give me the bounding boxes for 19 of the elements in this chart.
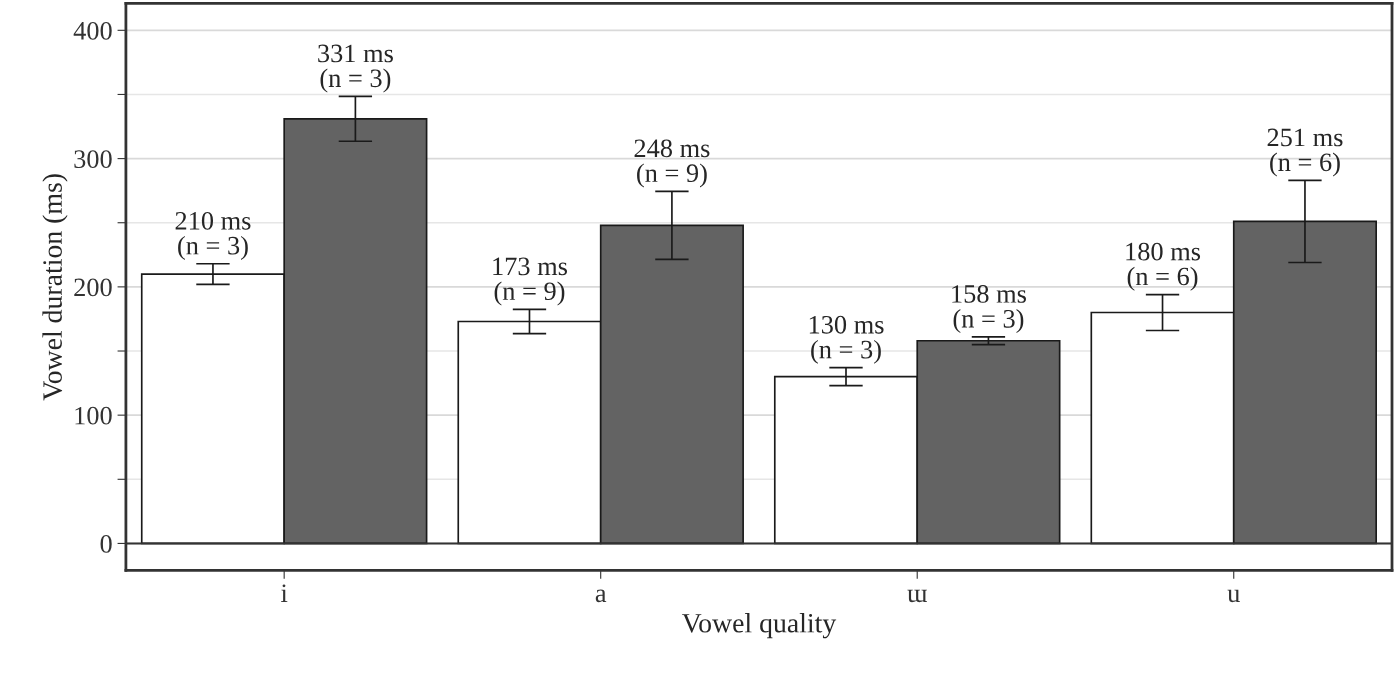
data-label: 248 ms (n = 9) <box>634 139 710 188</box>
x-axis-title: Vowel quality <box>681 613 837 639</box>
data-label: 173 ms (n = 9) <box>493 257 568 306</box>
x-tick-label: ɯ <box>907 589 927 603</box>
data-label: 251 ms (n = 6) <box>1267 128 1343 177</box>
y-tick-label: 0 <box>100 535 112 553</box>
y-tick-label: 100 <box>75 406 112 425</box>
data-label: 158 ms (n = 3) <box>952 285 1026 334</box>
data-label: 331 ms (n = 3) <box>318 44 393 93</box>
y-tick-label: 400 <box>73 21 112 40</box>
x-tick-label: i <box>281 584 288 602</box>
y-axis-title: Vowel duration (ms) <box>42 174 68 401</box>
data-label: 130 ms (n = 3) <box>809 315 884 364</box>
x-tick-label: a <box>595 589 607 603</box>
data-label: 210 ms (n = 3) <box>175 211 251 260</box>
data-label: 180 ms (n = 6) <box>1126 242 1201 291</box>
y-tick-label: 300 <box>74 150 112 169</box>
x-tick-label: u <box>1227 589 1240 603</box>
y-tick-label: 200 <box>74 278 112 297</box>
